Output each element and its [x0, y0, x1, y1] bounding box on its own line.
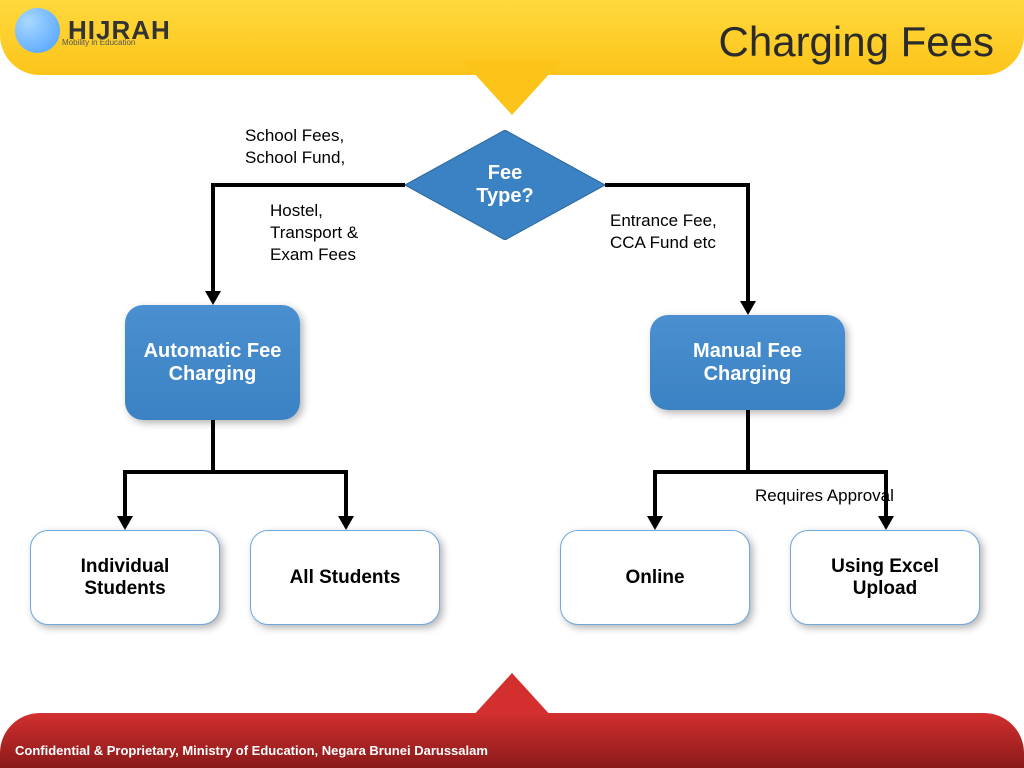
arrow — [123, 470, 348, 474]
arrow — [211, 183, 215, 293]
arrow — [653, 470, 888, 474]
flowchart-canvas: FeeType? Automatic Fee Charging Manual F… — [0, 75, 1024, 713]
edge-label-hostel: Hostel,Transport &Exam Fees — [270, 200, 358, 266]
edge-label-entrance: Entrance Fee,CCA Fund etc — [610, 210, 717, 254]
online-node: Online — [560, 530, 750, 625]
arrow — [344, 470, 348, 518]
globe-icon — [15, 8, 60, 53]
edge-label-approval: Requires Approval — [755, 485, 894, 507]
arrow-head-icon — [117, 516, 133, 530]
automatic-node: Automatic Fee Charging — [125, 305, 300, 420]
arrow — [884, 470, 888, 518]
decision-label: FeeType? — [476, 162, 533, 208]
arrow-head-icon — [338, 516, 354, 530]
arrow-head-icon — [205, 291, 221, 305]
arrow-head-icon — [647, 516, 663, 530]
footer-banner: Confidential & Proprietary, Ministry of … — [0, 713, 1024, 768]
manual-node: Manual Fee Charging — [650, 315, 845, 410]
footer-text: Confidential & Proprietary, Ministry of … — [15, 743, 488, 758]
arrow-head-icon — [740, 301, 756, 315]
page-title: Charging Fees — [719, 18, 994, 66]
arrow — [746, 183, 750, 303]
arrow-head-icon — [878, 516, 894, 530]
excel-node: Using Excel Upload — [790, 530, 980, 625]
decision-node: FeeType? — [405, 130, 605, 240]
arrow — [213, 183, 405, 187]
arrow — [605, 183, 750, 187]
arrow — [653, 470, 657, 518]
arrow — [211, 420, 215, 470]
individual-node: Individual Students — [30, 530, 220, 625]
allstudents-node: All Students — [250, 530, 440, 625]
arrow — [123, 470, 127, 518]
edge-label-schoolfees: School Fees,School Fund, — [245, 125, 345, 169]
logo-subtitle: Mobility in Education — [62, 38, 135, 47]
arrow — [746, 410, 750, 470]
